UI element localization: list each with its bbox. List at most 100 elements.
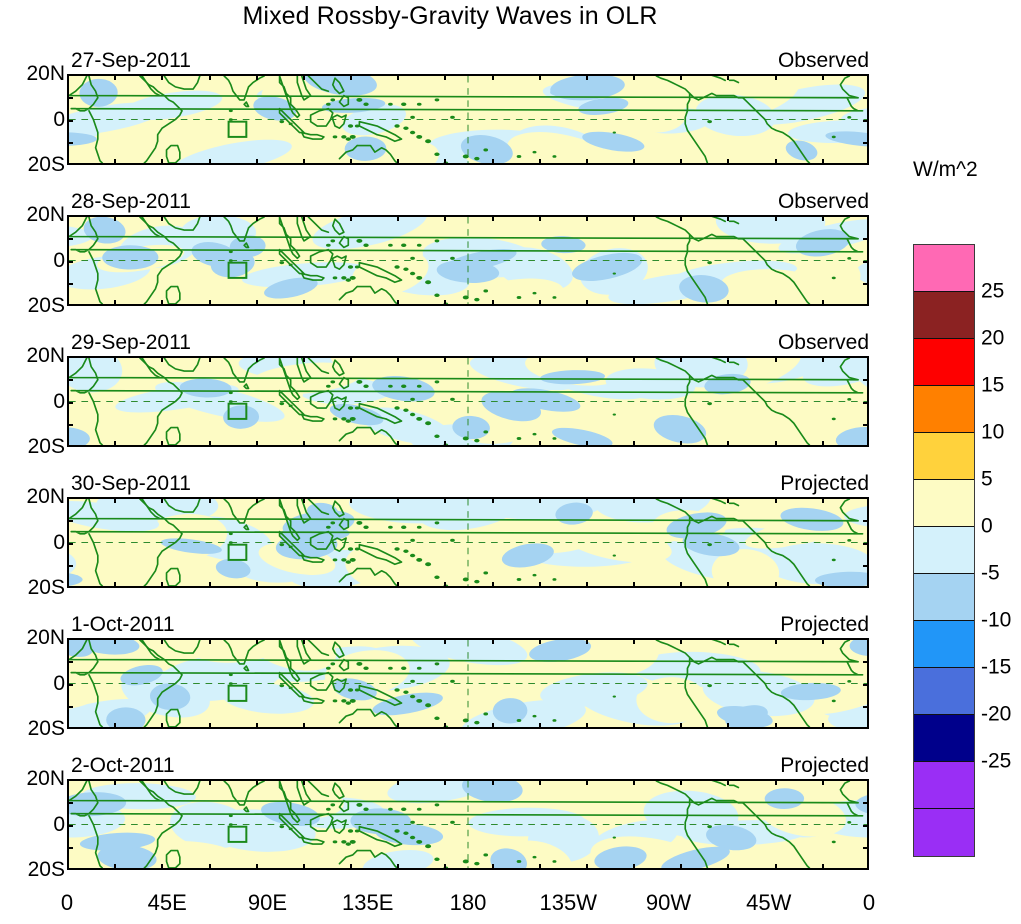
map-clip — [69, 217, 867, 304]
x-tick-mark — [727, 864, 730, 869]
region-box — [227, 402, 248, 420]
x-tick-mark — [397, 864, 400, 869]
x-tick-mark — [161, 75, 164, 80]
x-tick-mark — [774, 357, 777, 362]
y-tick-mark — [68, 847, 73, 850]
x-tick-mark — [538, 441, 541, 446]
x-tick-mark — [821, 75, 824, 80]
x-tick-mark — [114, 864, 117, 869]
x-tick-mark — [727, 75, 730, 80]
x-tick-mark — [208, 864, 211, 869]
x-tick-mark — [114, 639, 117, 644]
y-tick-label: 20N — [26, 344, 65, 367]
x-tick-mark — [727, 498, 730, 503]
x-tick-mark — [774, 75, 777, 80]
colorbar-band — [914, 292, 974, 339]
x-tick-label: 135W — [539, 890, 597, 915]
x-tick-mark — [538, 498, 541, 503]
x-tick-mark — [538, 216, 541, 221]
coastlines — [69, 499, 864, 586]
y-tick-label: 20N — [26, 203, 65, 226]
y-tick-mark — [68, 824, 73, 827]
y-tick-label: 20S — [27, 858, 65, 881]
x-tick-mark — [680, 300, 683, 305]
x-tick-mark — [821, 639, 824, 644]
y-tick-mark — [863, 824, 868, 827]
x-tick-mark — [397, 216, 400, 221]
x-tick-mark — [302, 780, 305, 785]
y-tick-mark — [863, 283, 868, 286]
y-tick-mark — [863, 801, 868, 804]
x-tick-mark — [161, 159, 164, 164]
colorbar-tick-label: -15 — [981, 655, 1012, 679]
coastlines — [69, 217, 864, 304]
colorbar-tick-label: 0 — [981, 514, 993, 538]
colorbar-band — [914, 762, 974, 809]
y-axis: 20N 0 20S — [0, 345, 65, 457]
x-tick-mark — [680, 357, 683, 362]
colorbar — [913, 244, 975, 857]
x-tick-mark — [633, 441, 636, 446]
y-tick-mark — [863, 378, 868, 381]
x-tick-mark — [585, 780, 588, 785]
x-tick-mark — [397, 75, 400, 80]
x-tick-mark — [397, 357, 400, 362]
x-tick-mark — [821, 300, 824, 305]
map-clip — [69, 358, 867, 445]
x-tick-mark — [302, 639, 305, 644]
x-tick-mark — [633, 300, 636, 305]
x-tick-mark — [821, 498, 824, 503]
x-tick-mark — [585, 864, 588, 869]
x-tick-mark — [302, 864, 305, 869]
panel-status-label: Projected — [780, 613, 869, 636]
x-tick-mark — [114, 300, 117, 305]
panel-date-label: 30-Sep-2011 — [71, 472, 191, 495]
x-tick-mark — [774, 780, 777, 785]
x-tick-label: 135E — [342, 890, 394, 915]
x-tick-mark — [727, 357, 730, 362]
x-tick-mark — [302, 75, 305, 80]
x-tick-mark — [491, 723, 494, 728]
region-box — [227, 543, 248, 561]
x-tick-mark — [538, 159, 541, 164]
x-tick-mark — [491, 216, 494, 221]
colorbar-band — [914, 621, 974, 668]
x-tick-mark — [255, 159, 258, 164]
panel-status-label: Projected — [780, 754, 869, 777]
x-tick-mark — [727, 216, 730, 221]
x-tick-mark — [350, 216, 353, 221]
x-tick-mark — [302, 216, 305, 221]
map-clip — [69, 76, 867, 163]
x-tick-mark — [350, 357, 353, 362]
x-tick-mark — [633, 75, 636, 80]
y-tick-label: 20S — [27, 435, 65, 458]
x-tick-mark — [633, 864, 636, 869]
panel-status-label: Observed — [777, 190, 869, 213]
panel-date-label: 28-Sep-2011 — [71, 190, 191, 213]
map-plot-area — [67, 497, 869, 588]
region-box — [227, 120, 248, 138]
x-tick-mark — [444, 159, 447, 164]
x-tick-mark — [585, 723, 588, 728]
x-tick-mark — [633, 639, 636, 644]
x-tick-mark — [821, 159, 824, 164]
x-tick-mark — [821, 864, 824, 869]
x-tick-mark — [444, 300, 447, 305]
x-tick-mark — [255, 75, 258, 80]
x-tick-mark — [161, 216, 164, 221]
coastlines — [69, 76, 864, 163]
x-tick-mark — [208, 780, 211, 785]
x-tick-mark — [538, 864, 541, 869]
y-tick-mark — [68, 542, 73, 545]
colorbar-band — [914, 809, 974, 856]
x-tick-mark — [585, 216, 588, 221]
x-tick-mark — [114, 357, 117, 362]
x-tick-mark — [774, 216, 777, 221]
y-axis: 20N 0 20S — [0, 627, 65, 739]
reference-lines — [69, 217, 867, 304]
x-tick-mark — [255, 723, 258, 728]
y-axis: 20N 0 20S — [0, 768, 65, 880]
x-tick-mark — [114, 582, 117, 587]
x-tick-mark — [538, 300, 541, 305]
x-tick-mark — [774, 864, 777, 869]
